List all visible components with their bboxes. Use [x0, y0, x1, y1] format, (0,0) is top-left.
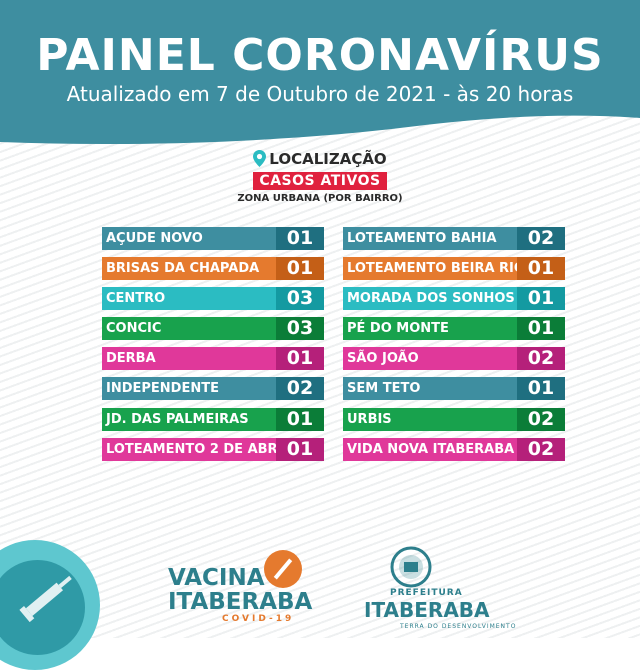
active-cases-count: 02 [517, 227, 565, 250]
vacina-line1: VACINA [168, 565, 265, 591]
prefeitura-city: ITABERABA [364, 598, 490, 622]
neighborhood-name: LOTEAMENTO BEIRA RIO [347, 261, 517, 277]
neighborhood-row: VIDA NOVA ITABERABA 02 [343, 437, 565, 461]
active-cases-count: 01 [517, 257, 565, 281]
neighborhood-row: JD. DAS PALMEIRAS 01 [102, 407, 324, 431]
neighborhood-name: INDEPENDENTE [106, 381, 219, 397]
neighborhood-name: AÇUDE NOVO [106, 231, 203, 246]
active-cases-count: 02 [517, 437, 565, 461]
neighborhood-row: URBIS 02 [343, 407, 565, 431]
neighborhood-name: CONCIC [106, 321, 162, 337]
neighborhood-row: CONCIC 03 [102, 317, 324, 341]
neighborhood-row: AÇUDE NOVO 01 [102, 227, 324, 250]
covid-label: COVID-19 [222, 614, 295, 624]
location-section: LOCALIZAÇÃO CASOS ATIVOS ZONA URBANA (PO… [0, 150, 640, 204]
neighborhood-row: MORADA DOS SONHOS 01 [343, 287, 565, 311]
page-title: PAINEL CORONAVÍRUS [36, 30, 604, 81]
neighborhood-row: LOTEAMENTO BAHIA 02 [343, 227, 565, 250]
prefeitura-tagline: TERRA DO DESENVOLVIMENTO [400, 623, 517, 630]
neighborhood-name: JD. DAS PALMEIRAS [106, 411, 249, 427]
syringe-icon [19, 575, 72, 623]
active-cases-count: 01 [276, 437, 324, 461]
vaccine-badge-icon [264, 550, 302, 588]
city-seal-icon [390, 546, 432, 588]
active-cases-count: 02 [276, 377, 324, 401]
active-cases-count: 03 [276, 317, 324, 341]
neighborhood-name: VIDA NOVA ITABERABA [347, 441, 515, 457]
active-cases-count: 01 [276, 407, 324, 431]
page-subtitle: Atualizado em 7 de Outubro de 2021 - às … [66, 82, 574, 106]
neighborhood-row: DERBA 01 [102, 347, 324, 371]
neighborhood-name: LOTEAMENTO 2 DE ABRIL [106, 441, 276, 457]
active-cases-count: 02 [517, 347, 565, 371]
active-cases-count: 01 [276, 347, 324, 371]
vacina-logo: VACINA ITABERABA [168, 566, 312, 614]
zone-label: ZONA URBANA (POR BAIRRO) [237, 193, 403, 204]
active-cases-count: 01 [276, 227, 324, 250]
neighborhood-row: SEM TETO 01 [343, 377, 565, 401]
active-cases-count: 03 [276, 287, 324, 311]
location-heading: LOCALIZAÇÃO [0, 150, 640, 168]
right-neighborhood-list: LOTEAMENTO BAHIA 02 LOTEAMENTO BEIRA RIO 01… [343, 227, 565, 468]
neighborhood-name: SÃO JOÃO [347, 351, 419, 367]
neighborhood-name: URBIS [347, 411, 392, 427]
neighborhood-row: LOTEAMENTO BEIRA RIO 01 [343, 257, 565, 281]
neighborhood-name: DERBA [106, 351, 156, 367]
neighborhood-row: PÉ DO MONTE 01 [343, 317, 565, 341]
neighborhood-row: BRISAS DA CHAPADA 01 [102, 257, 324, 281]
neighborhood-name: SEM TETO [347, 381, 421, 397]
neighborhood-name: LOTEAMENTO BAHIA [347, 231, 497, 246]
prefeitura-label: PREFEITURA [390, 588, 463, 598]
header-banner [0, 0, 640, 145]
location-label: LOCALIZAÇÃO [269, 150, 387, 168]
left-neighborhood-list: AÇUDE NOVO 01 BRISAS DA CHAPADA 01 CENTRO 03 C… [102, 227, 324, 468]
neighborhood-name: MORADA DOS SONHOS [347, 291, 515, 307]
neighborhood-row: LOTEAMENTO 2 DE ABRIL 01 [102, 437, 324, 461]
neighborhood-name: BRISAS DA CHAPADA [106, 261, 260, 277]
neighborhood-row: CENTRO 03 [102, 287, 324, 311]
active-cases-count: 01 [517, 287, 565, 311]
active-cases-count: 02 [517, 407, 565, 431]
neighborhood-row: INDEPENDENTE 02 [102, 377, 324, 401]
vacina-line2: ITABERABA [168, 589, 313, 615]
neighborhood-row: SÃO JOÃO 02 [343, 347, 565, 371]
active-cases-count: 01 [517, 377, 565, 401]
neighborhood-name: CENTRO [106, 291, 166, 307]
neighborhood-name: PÉ DO MONTE [347, 321, 449, 337]
status-badge: CASOS ATIVOS [253, 172, 387, 190]
active-cases-count: 01 [517, 317, 565, 341]
location-pin-icon [253, 150, 267, 167]
active-cases-count: 01 [276, 257, 324, 281]
